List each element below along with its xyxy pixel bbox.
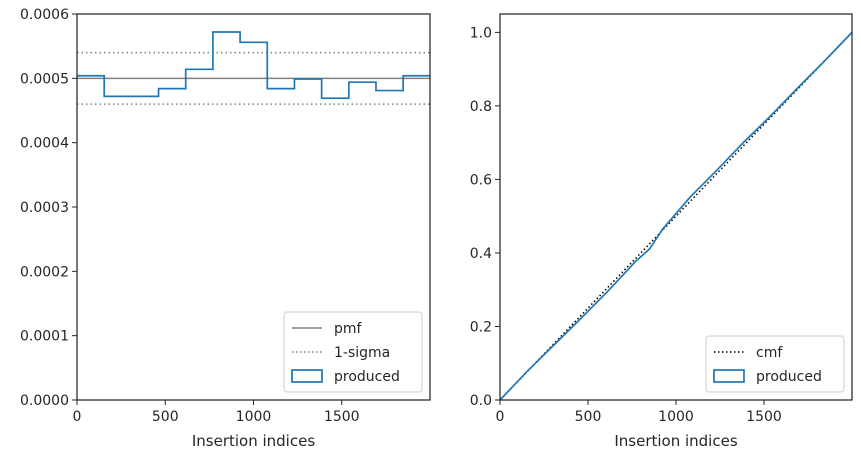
legend-box <box>283 311 423 393</box>
y-tick-label: 0.0006 <box>20 7 69 23</box>
y-tick-label: 1.0 <box>470 25 492 41</box>
produced-series <box>77 31 430 100</box>
legend-box <box>705 335 845 393</box>
y-tick-label: 0.0002 <box>20 264 69 280</box>
y-tick-label: 0.8 <box>470 99 492 115</box>
y-tick-label: 0.0000 <box>20 393 69 409</box>
left-chart-panel: 0.0000 0.0001 0.0002 0.0003 0.0004 0.0005 0.00… <box>20 7 431 450</box>
x-tick-label: 500 <box>152 409 179 425</box>
legend-label: produced <box>756 369 822 385</box>
y-tick-label: 0.0001 <box>20 329 69 345</box>
x-tick-label: 0 <box>496 409 505 425</box>
legend: pmf 1-sigma produced <box>283 311 423 393</box>
legend-handle-produced <box>291 369 323 383</box>
x-tick-label: 500 <box>575 409 602 425</box>
y-tick-label: 0.0 <box>470 393 492 409</box>
y-tick-label: 0.0005 <box>20 71 69 87</box>
x-tick-label: 1500 <box>746 409 782 425</box>
legend-handle-produced <box>713 369 745 383</box>
y-tick-label: 0.6 <box>470 172 492 188</box>
legend-label: pmf <box>334 321 363 337</box>
right-chart-panel: 0.0 0.2 0.4 0.6 0.8 1.0 0 500 1000 1500 Insertion … <box>470 13 853 450</box>
legend: cmf produced <box>705 335 845 393</box>
y-tick-label: 0.4 <box>470 246 492 262</box>
x-tick-label: 1000 <box>236 409 272 425</box>
x-tick-label: 0 <box>73 409 82 425</box>
legend-label: produced <box>334 369 400 385</box>
y-tick-label: 0.0003 <box>20 200 69 216</box>
x-axis-label: Insertion indices <box>614 432 737 450</box>
x-tick-label: 1500 <box>324 409 360 425</box>
legend-label: 1-sigma <box>334 345 390 361</box>
produced-series <box>499 31 853 401</box>
y-tick-label: 0.2 <box>470 319 492 335</box>
y-tick-label: 0.0004 <box>20 136 69 152</box>
x-tick-label: 1000 <box>658 409 694 425</box>
legend-label: cmf <box>756 345 783 361</box>
plot-frame <box>499 13 853 401</box>
plot-frame <box>76 13 431 401</box>
x-axis-label: Insertion indices <box>192 432 315 450</box>
